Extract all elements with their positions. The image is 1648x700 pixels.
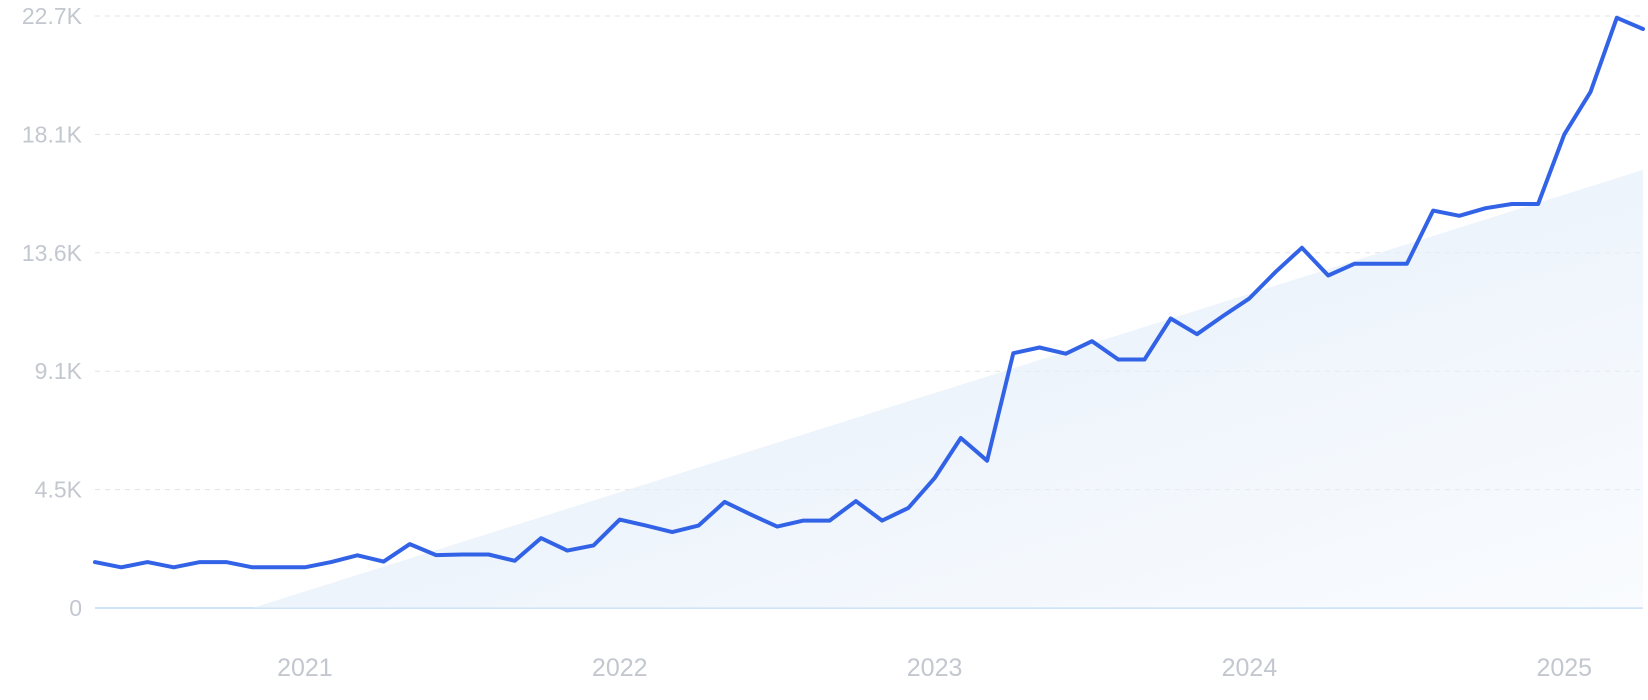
y-axis: 0 4.5K 9.1K 13.6K 18.1K 22.7K: [22, 3, 83, 621]
y-tick-label: 22.7K: [22, 3, 83, 29]
x-tick-label: 2025: [1536, 654, 1592, 682]
x-axis: 2021 2022 2023 2024 2025: [277, 654, 1592, 682]
y-tick-label: 18.1K: [22, 121, 83, 147]
x-tick-label: 2024: [1222, 654, 1278, 682]
y-tick-label: 0: [69, 595, 82, 621]
x-tick-label: 2022: [592, 654, 648, 682]
y-tick-label: 9.1K: [35, 358, 83, 384]
y-tick-label: 13.6K: [22, 240, 83, 266]
x-tick-label: 2021: [277, 654, 333, 682]
series-layer: [93, 15, 1645, 570]
series-line: [93, 15, 1645, 570]
trend-layer: [252, 169, 1644, 608]
trend-area: [252, 169, 1644, 608]
x-tick-label: 2023: [907, 654, 963, 682]
y-tick-label: 4.5K: [35, 477, 83, 503]
